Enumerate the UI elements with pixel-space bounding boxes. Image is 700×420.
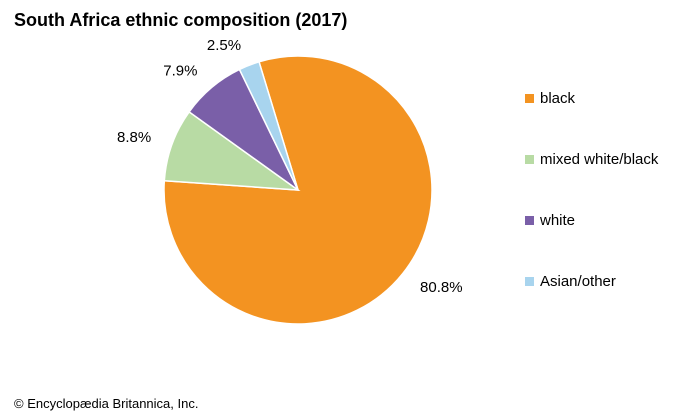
data-label-black: 80.8% — [420, 279, 463, 296]
legend-swatch — [525, 94, 534, 103]
legend-swatch — [525, 277, 534, 286]
legend-item-asian-other: Asian/other — [525, 273, 616, 290]
data-label-asian-other: 2.5% — [207, 37, 241, 54]
pie-slice-asian-other — [238, 60, 299, 191]
legend-label: black — [540, 90, 576, 107]
data-label-mixed-white-black: 8.8% — [117, 129, 151, 146]
chart-title: South Africa ethnic composition (2017) — [14, 10, 348, 30]
legend-label: white — [540, 212, 576, 229]
legend-swatch — [525, 216, 534, 225]
legend-label: Asian/other — [540, 273, 616, 290]
legend-item-black: black — [525, 90, 575, 107]
legend-item-white: white — [525, 212, 575, 229]
legend-swatch — [525, 155, 534, 164]
data-label-white: 7.9% — [163, 63, 197, 80]
legend-label: mixed white/black — [540, 151, 659, 168]
legend-item-mixed-white-black: mixed white/black — [525, 151, 658, 168]
copyright-credit: © Encyclopædia Britannica, Inc. — [14, 396, 199, 411]
